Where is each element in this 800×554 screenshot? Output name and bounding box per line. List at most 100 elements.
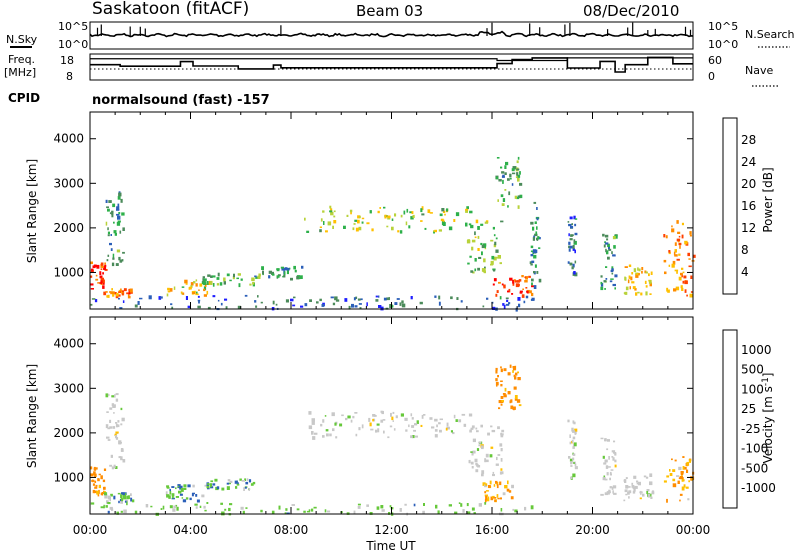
velocity-echo-cell xyxy=(499,471,503,475)
velocity-echo-cell xyxy=(413,429,416,432)
velocity-echo-cell xyxy=(242,510,245,515)
power-echo-cell xyxy=(683,275,687,279)
power-echo-cell xyxy=(465,208,469,211)
velocity-echo-cell xyxy=(669,473,673,476)
power-echo-cell xyxy=(499,262,502,265)
power-echo-cell xyxy=(424,227,427,230)
power-echo-cell xyxy=(605,242,609,245)
power-echo-cell xyxy=(574,218,578,220)
power-echo-cell xyxy=(515,307,518,312)
velocity-echo-cell xyxy=(311,420,315,425)
power-echo-cell xyxy=(323,221,325,225)
power-echo-cell xyxy=(483,258,486,263)
power-echo-cell xyxy=(198,300,200,304)
velocity-echo-cell xyxy=(639,491,643,494)
power-echo-cell xyxy=(509,177,512,180)
power-echo-cell xyxy=(681,234,684,239)
power-echo-cell xyxy=(377,295,380,298)
velocity-echo-cell xyxy=(350,419,353,423)
velocity-echo-cell xyxy=(606,472,609,476)
power-echo-cell xyxy=(195,279,198,282)
power-echo-cell xyxy=(684,289,687,293)
power-echo-cell xyxy=(672,260,676,265)
power-colorbar: 4 8 12 16 20 24 28 Power [dB] xyxy=(722,117,775,295)
power-echo-cell xyxy=(569,262,573,266)
velocity-echo-cell xyxy=(399,508,402,512)
power-echo-cell xyxy=(252,281,255,285)
velocity-echo-cell xyxy=(504,485,508,489)
power-echo-cell xyxy=(674,254,678,257)
power-echo-cell xyxy=(627,279,630,284)
power-echo-cell xyxy=(298,277,301,280)
velocity-echo-cell xyxy=(95,484,98,487)
power-echo-cell xyxy=(511,183,514,186)
velocity-echo-cell xyxy=(118,440,122,445)
power-echo-cell xyxy=(534,233,538,237)
velocity-echo-cell xyxy=(450,430,453,433)
power-echo-cell xyxy=(501,175,505,178)
power-echo-cell xyxy=(495,249,499,253)
velocity-echo-cell xyxy=(216,486,220,490)
power-echo-cell xyxy=(118,297,120,300)
velocity-echo-cell xyxy=(678,466,682,471)
velocity-echo-cell xyxy=(501,400,504,402)
velocity-echo-cell xyxy=(320,423,323,427)
velocity-echo-cell xyxy=(195,494,198,497)
power-echo-cell xyxy=(631,281,635,284)
power-echo-cell xyxy=(677,231,681,234)
velocity-colorbar-label: Velocity [m s-1] xyxy=(761,373,775,464)
velocity-echo-cell xyxy=(602,477,606,481)
velocity-echo-cell xyxy=(609,473,612,476)
velocity-echo-cell xyxy=(681,486,685,491)
velocity-echo-cell xyxy=(296,508,300,511)
velocity-echo-cell xyxy=(476,430,479,433)
velocity-echo-cell xyxy=(204,509,207,512)
power-panel: 1000 2000 3000 4000 Slant Range [km] xyxy=(25,111,696,312)
velocity-echo-cell xyxy=(682,466,685,470)
power-echo-cell xyxy=(684,240,688,245)
power-echo-cell xyxy=(688,265,692,268)
power-echo-cell xyxy=(610,278,614,280)
velocity-echo-cell xyxy=(120,423,123,426)
velocity-echo-cell xyxy=(369,512,373,515)
power-echo-cell xyxy=(355,227,359,232)
power-echo-cell xyxy=(568,248,571,252)
velocity-echo-cell xyxy=(169,490,172,495)
power-echo-cell xyxy=(276,268,280,272)
power-echo-cell xyxy=(673,251,676,256)
colorbar-tick-label: -25 xyxy=(741,422,761,436)
velocity-echo-cell xyxy=(416,420,419,424)
velocity-y-axis-label: Slant Range [km] xyxy=(25,364,39,468)
velocity-echo-cell xyxy=(113,412,115,414)
velocity-echo-cell xyxy=(420,424,423,427)
power-echo-cell xyxy=(403,210,406,215)
velocity-echo-cell xyxy=(120,448,124,452)
velocity-echo-cell xyxy=(677,480,680,484)
power-echo-cell xyxy=(678,276,682,281)
velocity-echo-cell xyxy=(244,478,247,481)
power-echo-cell xyxy=(103,266,107,270)
velocity-echo-cell xyxy=(212,483,216,486)
power-echo-cell xyxy=(523,300,526,304)
velocity-echo-cell xyxy=(472,438,476,443)
power-echo-cell xyxy=(108,200,112,203)
velocity-echo-cell xyxy=(175,496,179,498)
velocity-echo-cell xyxy=(98,489,100,494)
velocity-echo-cell xyxy=(414,423,418,426)
power-echo-cell xyxy=(477,235,480,239)
power-echo-cell xyxy=(369,210,372,214)
velocity-echo-cell xyxy=(518,404,522,407)
power-echo-cell xyxy=(129,288,133,293)
velocity-echo-cell xyxy=(245,507,248,509)
velocity-echo-cell xyxy=(499,481,502,486)
power-echo-cell xyxy=(421,213,425,216)
power-echo-cell xyxy=(603,280,607,283)
velocity-echo-cell xyxy=(679,493,683,496)
velocity-echo-cell xyxy=(185,497,189,500)
velocity-echo-cell xyxy=(169,505,173,509)
velocity-echo-cell xyxy=(240,506,244,510)
power-echo-cell xyxy=(182,292,185,295)
power-echo-cell xyxy=(507,178,510,181)
velocity-echo-cell xyxy=(102,479,106,483)
velocity-echo-cell xyxy=(311,431,314,435)
